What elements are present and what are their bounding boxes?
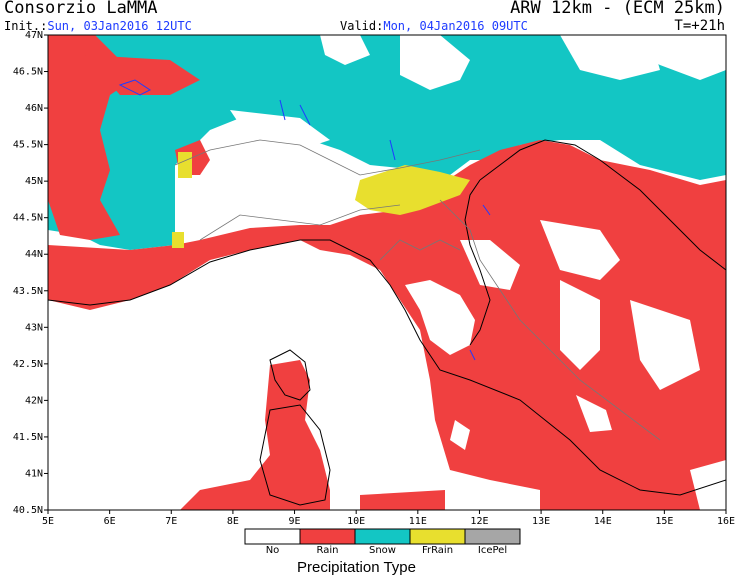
lat-tick-label: 44.5N	[13, 213, 43, 224]
lon-tick-label: 11E	[409, 516, 427, 527]
legend-colorbar	[244, 528, 521, 545]
lat-tick-label: 46.5N	[13, 67, 43, 78]
lat-tick-label: 47N	[25, 30, 43, 41]
borders	[174, 139, 661, 441]
init-label: Init.:	[4, 19, 48, 33]
lon-tick-label: 12E	[470, 516, 488, 527]
lat-tick-label: 40.5N	[13, 505, 43, 516]
snow-area-alps	[48, 35, 726, 250]
legend-item-label: No	[265, 545, 280, 556]
lat-tick-label: 42.5N	[13, 359, 43, 370]
lat-tick-label: 41.5N	[13, 432, 43, 443]
lat-axis: 47N 46.5N 46N 45.5N 45N 44.5N 44N 43.5N 43N 42.5N…	[13, 30, 48, 516]
lon-tick-label: 16E	[717, 516, 735, 527]
lat-tick-label: 45.5N	[13, 140, 43, 151]
legend-title: Precipitation Type	[297, 559, 416, 576]
legend-swatch	[354, 528, 411, 545]
valid-value: Mon, 04Jan2016 09UTC	[383, 19, 528, 33]
legend-item-label: FrRain	[421, 545, 454, 556]
lakes	[118, 79, 491, 361]
lat-tick-label: 43N	[25, 322, 43, 333]
legend-item-label: IcePel	[477, 545, 508, 556]
precip-field	[48, 35, 726, 510]
lon-tick-label: 10E	[347, 516, 365, 527]
forecast-timestep: T=+21h	[674, 18, 725, 34]
lat-tick-label: 45N	[25, 176, 43, 187]
legend-swatch	[409, 528, 466, 545]
lat-tick-label: 43.5N	[13, 286, 43, 297]
legend-item-label: Rain	[316, 545, 339, 556]
lon-tick-label: 13E	[532, 516, 550, 527]
init-time: Init.:Sun, 03Jan2016 12UTC	[4, 19, 192, 33]
legend-item-label: Snow	[369, 545, 396, 556]
lat-tick-label: 44N	[25, 249, 43, 260]
lat-tick-label: 41N	[25, 468, 43, 479]
valid-time: Valid:Mon, 04Jan2016 09UTC	[340, 19, 528, 33]
lat-tick-label: 46N	[25, 103, 43, 114]
init-value: Sun, 03Jan2016 12UTC	[47, 19, 192, 33]
lat-tick-label: 42N	[25, 395, 43, 406]
legend-swatch	[299, 528, 356, 545]
model-title: ARW 12km - (ECM 25km)	[510, 0, 725, 18]
legend-swatch	[464, 528, 521, 545]
lon-tick-label: 14E	[594, 516, 612, 527]
legend-swatch	[244, 528, 301, 545]
org-title: Consorzio LaMMA	[4, 0, 158, 18]
lon-tick-label: 15E	[655, 516, 673, 527]
coastlines	[48, 139, 726, 506]
lon-axis: 5E 6E 7E 8E 9E 10E 11E 12E 13E 14E 15E 16E	[42, 510, 735, 527]
lon-tick-label: 9E	[289, 516, 301, 527]
lon-tick-label: 6E	[104, 516, 116, 527]
valid-label: Valid:	[340, 19, 384, 33]
lon-tick-label: 5E	[42, 516, 54, 527]
lon-tick-label: 8E	[227, 516, 239, 527]
frrain-area-po-valley	[355, 165, 470, 215]
lon-tick-label: 7E	[165, 516, 177, 527]
